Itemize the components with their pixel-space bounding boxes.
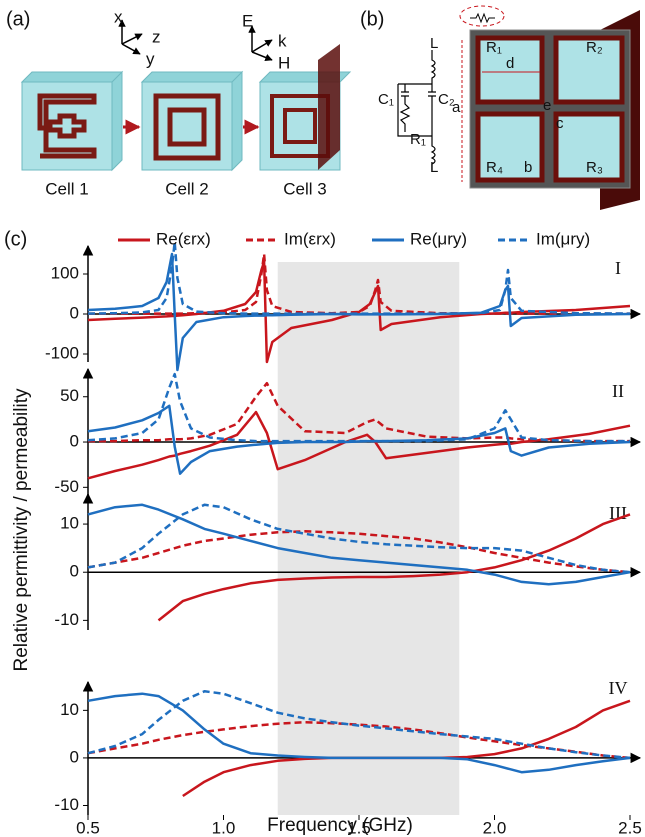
panel-roman: I bbox=[615, 258, 621, 278]
dim-label: R₂ bbox=[586, 39, 603, 56]
panel-roman: IV bbox=[609, 678, 628, 698]
panel-b: (b) L C₁ C₂ R₁ L R₁ R₂ R₃ R₄ d a b c e bbox=[360, 5, 640, 210]
circuit-label: L bbox=[430, 35, 438, 52]
x-tick-label: 2.0 bbox=[483, 818, 507, 837]
x-tick-label: 0.5 bbox=[76, 818, 100, 837]
y-tick-label: 50 bbox=[60, 386, 79, 405]
panel-label: (a) bbox=[6, 8, 30, 30]
circuit-label: R₁ bbox=[410, 131, 426, 148]
series-line bbox=[87, 252, 631, 372]
resistor-icon bbox=[470, 12, 495, 24]
y-axis-title: Relative permittivity / permeability bbox=[11, 388, 32, 671]
series-line bbox=[87, 690, 631, 760]
y-tick-label: 0 bbox=[70, 562, 79, 581]
dim-label: b bbox=[524, 159, 532, 176]
y-tick-label: 10 bbox=[60, 514, 79, 533]
x-tick-label: 1.0 bbox=[212, 818, 236, 837]
panel-label: (b) bbox=[360, 8, 384, 30]
unit-quadrants bbox=[475, 35, 625, 183]
series-line bbox=[87, 503, 631, 574]
dim-label: R₄ bbox=[486, 159, 503, 176]
y-tick-label: -10 bbox=[54, 795, 79, 814]
panel-label: (c) bbox=[4, 228, 27, 250]
series-line bbox=[87, 530, 631, 574]
axis-letter: E bbox=[242, 11, 253, 30]
dim-label: a bbox=[452, 99, 461, 116]
dim-label: c bbox=[556, 115, 564, 132]
cell-label: Cell 3 bbox=[283, 179, 326, 198]
legend-label: Im(μry) bbox=[536, 229, 590, 248]
highlight-band bbox=[277, 500, 460, 688]
x-tick-label: 2.5 bbox=[618, 818, 642, 837]
axes-icon bbox=[118, 19, 273, 61]
legend-label: Im(εrx) bbox=[284, 229, 336, 248]
y-tick-label: 0 bbox=[70, 747, 79, 766]
y-tick-label: -10 bbox=[54, 610, 79, 629]
dim-label: d bbox=[506, 55, 514, 72]
panel-a: (a) x z y E k H Cell 1 bbox=[6, 7, 352, 198]
circuit-label: C₁ bbox=[378, 91, 394, 108]
dim-label: R₁ bbox=[486, 39, 502, 56]
y-tick-label: -50 bbox=[54, 477, 79, 496]
series-line bbox=[88, 381, 630, 443]
series-line bbox=[87, 503, 631, 586]
dim-label: e bbox=[543, 97, 551, 114]
axis-letter: H bbox=[278, 53, 290, 72]
circuit-label: C₂ bbox=[438, 91, 455, 108]
cell-label: Cell 2 bbox=[165, 179, 208, 198]
circuit-label: L bbox=[430, 159, 438, 176]
series-line bbox=[157, 513, 631, 622]
panel-roman: II bbox=[612, 381, 624, 401]
legend-label: Re(εrx) bbox=[156, 229, 211, 248]
dim-label: R₃ bbox=[586, 159, 603, 176]
legend-label: Re(μry) bbox=[410, 229, 467, 248]
axis-letter: k bbox=[278, 31, 287, 50]
x-tick-label: 1.5 bbox=[347, 818, 371, 837]
axis-letter: x bbox=[114, 7, 123, 26]
circuit bbox=[397, 50, 436, 172]
cells bbox=[20, 44, 352, 172]
cell-label: Cell 1 bbox=[45, 179, 88, 198]
x-axis-title: Frequency (GHz) bbox=[267, 815, 413, 836]
y-tick-label: 0 bbox=[70, 432, 79, 451]
y-tick-label: 0 bbox=[70, 303, 79, 322]
axis-letter: y bbox=[146, 49, 155, 68]
series-line bbox=[87, 240, 631, 315]
series-line bbox=[87, 692, 631, 774]
axis-letter: z bbox=[152, 27, 161, 46]
highlight-band bbox=[277, 688, 460, 815]
y-tick-label: 10 bbox=[60, 700, 79, 719]
highlight-ellipse bbox=[459, 5, 505, 27]
series-line bbox=[87, 372, 630, 443]
series-line bbox=[87, 260, 631, 364]
y-tick-label: 100 bbox=[51, 263, 79, 282]
y-tick-label: -100 bbox=[45, 343, 79, 362]
